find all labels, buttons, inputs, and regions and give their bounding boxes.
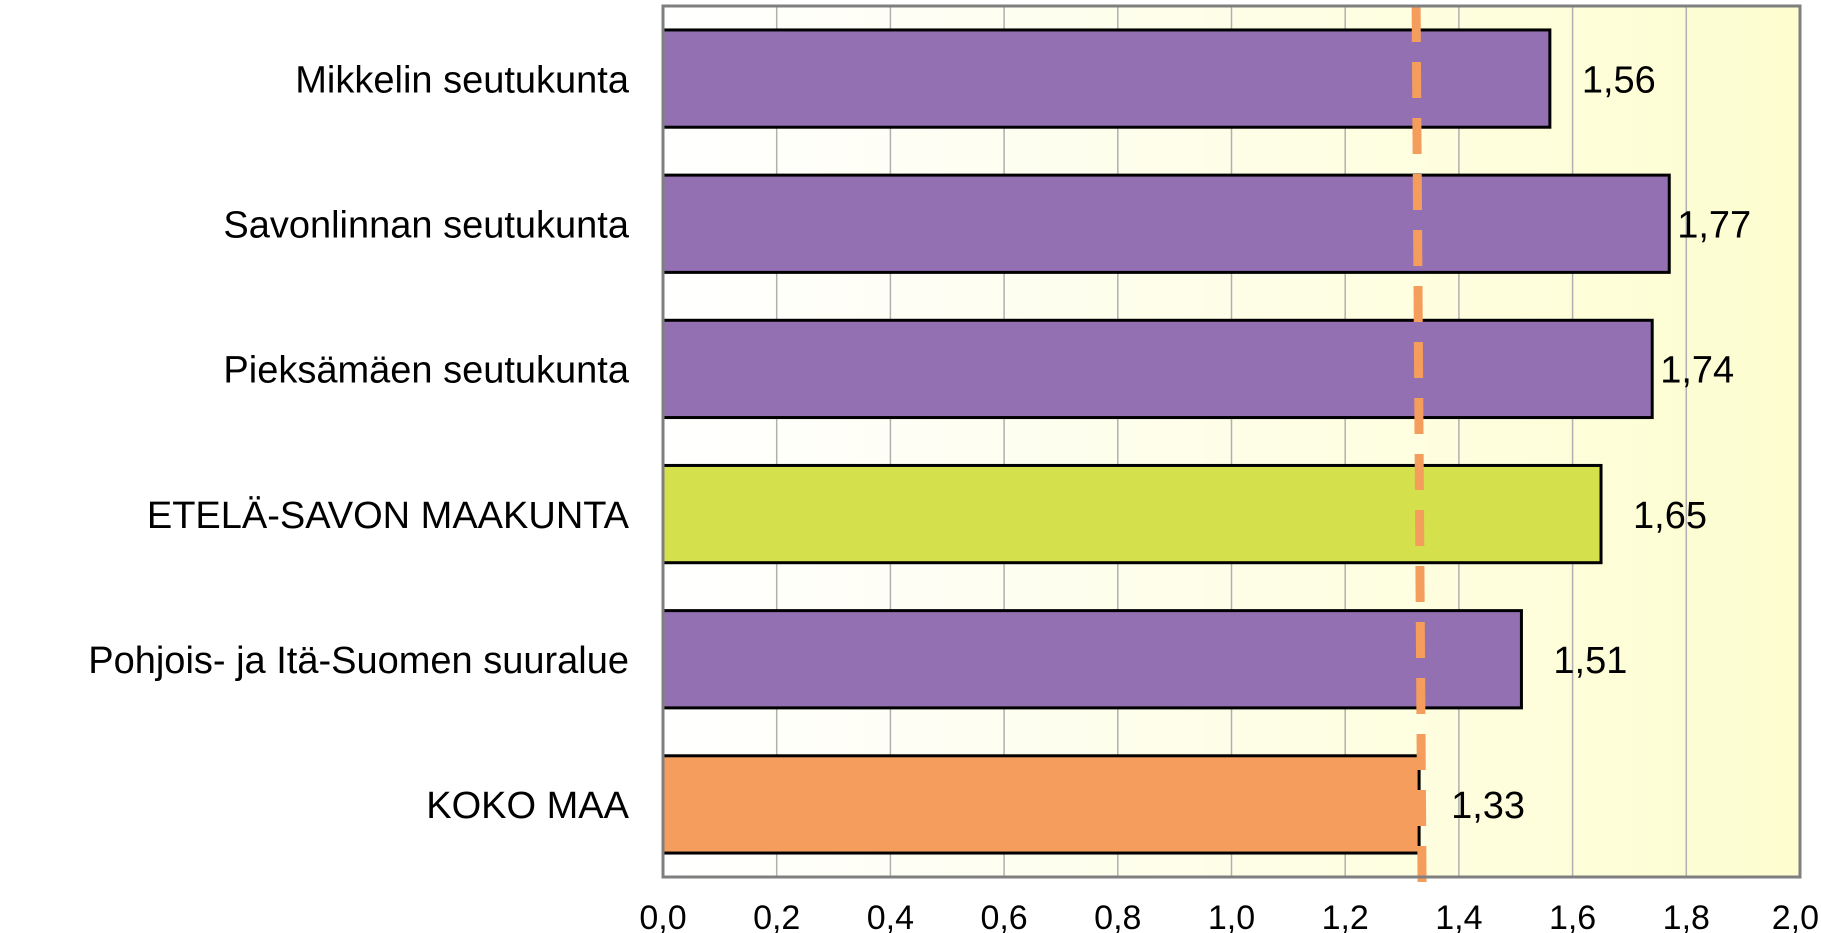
x-tick-label: 1,2 <box>1322 899 1369 933</box>
value-label: 1,77 <box>1677 204 1751 246</box>
value-labels: 1,56 1,77 1,74 1,65 1,51 1,33 <box>1451 59 1751 827</box>
value-label: 1,74 <box>1660 350 1734 392</box>
x-tick-labels: 0,0 0,2 0,4 0,6 0,8 1,0 1,2 1,4 1,6 1,8 2,0 <box>639 899 1819 933</box>
category-label: Mikkelin seutukunta <box>295 59 630 101</box>
category-label: KOKO MAA <box>426 785 629 827</box>
bar <box>661 754 1421 855</box>
x-tick-label: 1,4 <box>1435 899 1482 933</box>
x-tick-label: 0,0 <box>639 899 686 933</box>
value-label: 1,56 <box>1582 59 1656 101</box>
x-tick-label: 1,8 <box>1663 899 1710 933</box>
x-tick-label: 1,6 <box>1549 899 1596 933</box>
plot-frame <box>661 4 1802 879</box>
reference-line <box>1411 5 1427 892</box>
bar <box>661 318 1654 420</box>
x-tick-label: 1,0 <box>1208 899 1255 933</box>
category-label: Pohjois- ja Itä-Suomen suuralue <box>88 640 629 682</box>
value-label: 1,51 <box>1553 640 1627 682</box>
x-tick-label: 0,2 <box>753 899 800 933</box>
bars <box>661 28 1671 855</box>
gridlines <box>775 6 1688 877</box>
bar <box>661 463 1603 565</box>
bar <box>661 173 1671 274</box>
bar <box>661 28 1552 129</box>
category-label: ETELÄ-SAVON MAAKUNTA <box>147 495 630 537</box>
x-tick-label: 2,0 <box>1772 899 1819 933</box>
bar <box>661 609 1523 710</box>
x-tick-label: 0,8 <box>1094 899 1141 933</box>
value-label: 1,65 <box>1633 495 1707 537</box>
category-labels: Mikkelin seutukunta Savonlinnan seutukunt… <box>88 59 630 827</box>
category-label: Savonlinnan seutukunta <box>223 204 630 246</box>
reference-line-group <box>1411 5 1427 892</box>
x-tick-label: 0,6 <box>980 899 1027 933</box>
x-tick-label: 0,4 <box>867 899 914 933</box>
value-label: 1,33 <box>1451 785 1525 827</box>
category-label: Pieksämäen seutukunta <box>223 350 629 392</box>
